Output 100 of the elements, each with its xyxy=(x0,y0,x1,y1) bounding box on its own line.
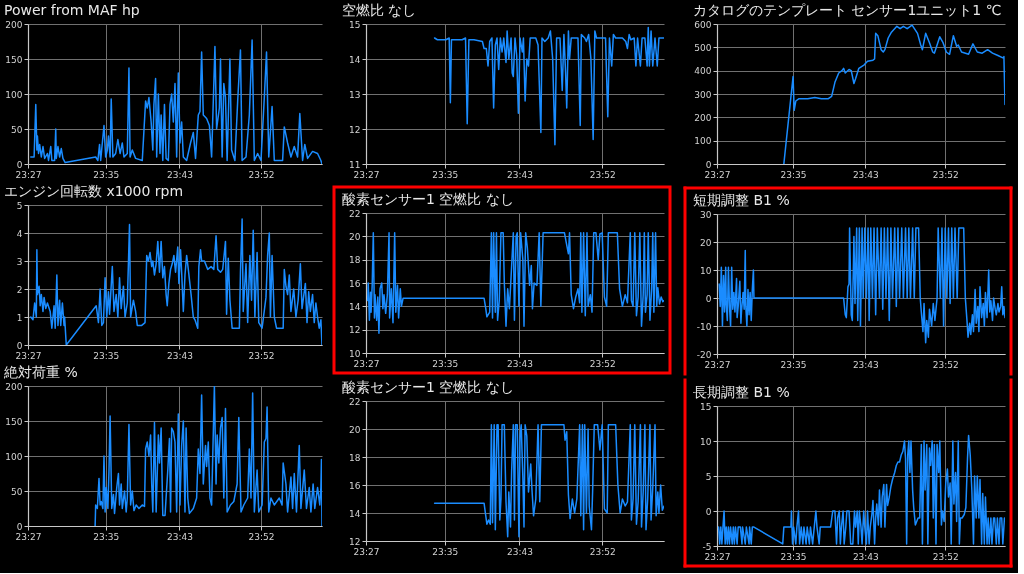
x-tick-label: 23:27 xyxy=(353,169,380,180)
y-tick-label: 18 xyxy=(349,452,361,463)
y-tick-label: 10 xyxy=(700,436,712,447)
y-tick-label: -20 xyxy=(696,349,712,360)
y-tick-label: 0 xyxy=(16,340,23,351)
x-tick-label: 23:27 xyxy=(704,551,731,562)
y-tick-label: 100 xyxy=(5,451,23,462)
y-tick-label: 400 xyxy=(694,66,712,77)
y-tick-label: 50 xyxy=(11,124,23,135)
y-tick-label: 100 xyxy=(694,136,712,147)
line-series xyxy=(94,386,322,526)
chart-title: Power from MAF hp xyxy=(4,2,140,18)
x-tick-label: 23:52 xyxy=(932,551,959,562)
x-tick-label: 23:35 xyxy=(780,551,807,562)
y-tick-label: 100 xyxy=(5,89,23,100)
y-tick-label: 4 xyxy=(16,228,23,239)
x-tick-label: 23:27 xyxy=(353,546,380,557)
y-tick-label: 1 xyxy=(16,312,23,323)
line-series xyxy=(433,26,664,146)
y-tick-label: 200 xyxy=(5,381,23,392)
y-tick-label: 12 xyxy=(349,124,361,135)
y-tick-label: 600 xyxy=(694,19,712,30)
chart-title: 長期調整 B1 % xyxy=(693,384,790,400)
x-tick-label: 23:43 xyxy=(852,551,879,562)
y-tick-label: 22 xyxy=(349,396,361,407)
y-tick-label: 12 xyxy=(349,325,361,336)
x-tick-label: 23:35 xyxy=(432,169,459,180)
y-tick-label: 30 xyxy=(700,209,712,220)
y-tick-label: 22 xyxy=(349,208,361,219)
x-tick-label: 23:35 xyxy=(93,350,120,361)
x-tick-label: 23:27 xyxy=(15,169,42,180)
y-tick-label: 14 xyxy=(349,508,361,519)
line-series xyxy=(366,232,664,334)
y-tick-label: 0 xyxy=(705,293,712,304)
chart-title: 短期調整 B1 % xyxy=(693,192,790,208)
y-tick-label: 15 xyxy=(349,19,361,30)
y-tick-label: 20 xyxy=(349,424,361,435)
y-tick-label: 20 xyxy=(349,231,361,242)
y-tick-label: 150 xyxy=(5,416,23,427)
y-tick-label: 3 xyxy=(16,256,23,267)
y-tick-label: 10 xyxy=(700,265,712,276)
x-tick-label: 23:27 xyxy=(704,169,731,180)
y-tick-label: 13 xyxy=(349,89,361,100)
x-tick-label: 23:52 xyxy=(932,169,959,180)
x-tick-label: 23:35 xyxy=(780,359,807,370)
x-tick-label: 23:35 xyxy=(93,169,120,180)
y-tick-label: 200 xyxy=(694,112,712,123)
chart-title: 絶対荷重 % xyxy=(3,364,78,380)
y-tick-label: 0 xyxy=(16,521,23,532)
x-tick-label: 23:27 xyxy=(15,350,42,361)
x-tick-label: 23:52 xyxy=(932,359,959,370)
chart-title: 酸素センサー1 空燃比 なし xyxy=(342,191,514,207)
x-tick-label: 23:27 xyxy=(15,531,42,542)
y-tick-label: 0 xyxy=(16,159,23,170)
x-tick-label: 23:43 xyxy=(507,169,533,180)
x-tick-label: 23:52 xyxy=(248,169,275,180)
x-tick-label: 23:35 xyxy=(432,358,459,369)
x-tick-label: 23:52 xyxy=(589,169,616,180)
y-tick-label: 18 xyxy=(349,255,361,266)
x-tick-label: 23:43 xyxy=(852,169,879,180)
x-tick-label: 23:52 xyxy=(248,350,275,361)
y-tick-label: -10 xyxy=(696,321,712,332)
y-tick-label: 12 xyxy=(349,536,361,547)
y-tick-label: 5 xyxy=(705,471,712,482)
x-tick-label: 23:52 xyxy=(589,358,616,369)
y-tick-label: 20 xyxy=(700,237,712,248)
x-tick-label: 23:27 xyxy=(704,359,731,370)
y-tick-label: 14 xyxy=(349,54,361,65)
y-tick-label: 300 xyxy=(694,89,712,100)
line-series xyxy=(433,424,664,538)
y-tick-label: 5 xyxy=(16,200,23,211)
y-tick-label: 2 xyxy=(16,284,23,295)
x-tick-label: 23:43 xyxy=(166,531,193,542)
y-tick-label: 16 xyxy=(349,278,361,289)
y-tick-label: 10 xyxy=(349,348,361,359)
chart-title: エンジン回転数 x1000 rpm xyxy=(4,183,184,199)
y-tick-label: 15 xyxy=(700,401,712,412)
y-tick-label: 16 xyxy=(349,480,361,491)
y-tick-label: -5 xyxy=(702,541,712,552)
y-tick-label: 0 xyxy=(705,506,712,517)
y-tick-label: 200 xyxy=(5,19,23,30)
x-tick-label: 23:43 xyxy=(507,358,533,369)
y-tick-label: 11 xyxy=(349,159,361,170)
x-tick-label: 23:43 xyxy=(166,169,193,180)
x-tick-label: 23:27 xyxy=(353,358,380,369)
x-tick-label: 23:35 xyxy=(93,531,120,542)
line-series xyxy=(718,227,1005,344)
x-tick-label: 23:43 xyxy=(507,546,533,557)
chart-title: 空燃比 なし xyxy=(342,2,417,18)
chart-title: カタログのテンプレート センサー1ユニット1 ℃ xyxy=(693,2,1002,18)
y-tick-label: 14 xyxy=(349,301,361,312)
chart-title: 酸素センサー1 空燃比 なし xyxy=(342,379,514,395)
x-tick-label: 23:35 xyxy=(780,169,807,180)
x-tick-label: 23:35 xyxy=(432,546,459,557)
x-tick-label: 23:52 xyxy=(248,531,275,542)
y-tick-label: 500 xyxy=(694,42,712,53)
x-tick-label: 23:52 xyxy=(589,546,616,557)
line-series xyxy=(783,24,1005,164)
y-tick-label: 50 xyxy=(11,486,23,497)
x-tick-label: 23:43 xyxy=(166,350,193,361)
